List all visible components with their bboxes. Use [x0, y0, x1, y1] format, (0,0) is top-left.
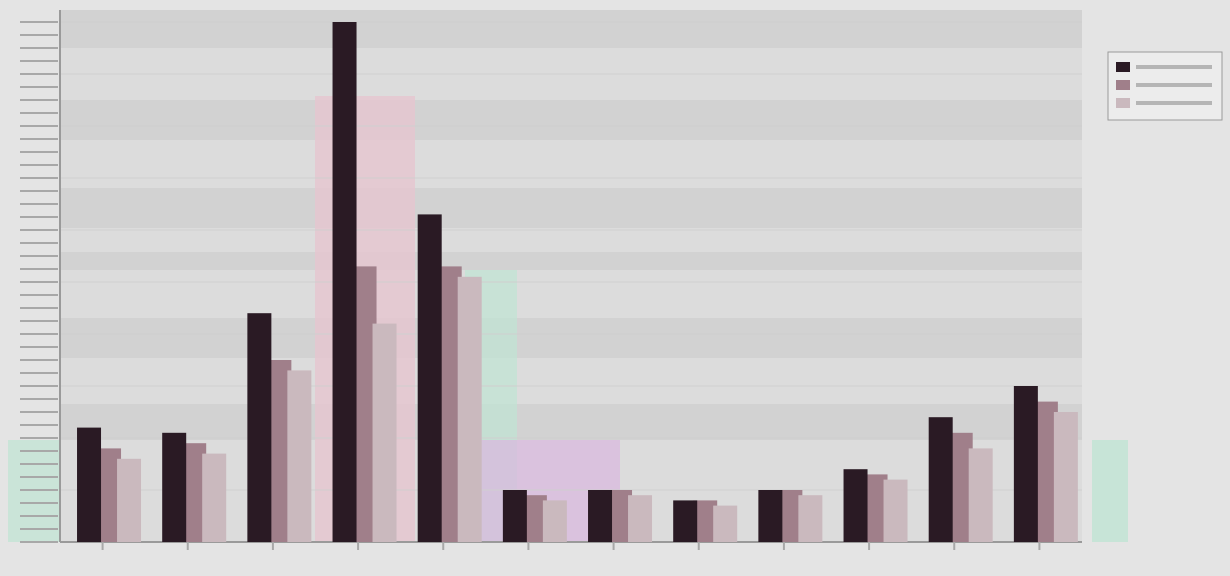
background-band: [60, 10, 1082, 48]
legend: [1107, 51, 1223, 121]
bar: [968, 448, 993, 542]
background-band: [60, 404, 1082, 440]
bar: [417, 214, 442, 542]
legend-swatch: [1116, 80, 1130, 90]
bar: [673, 500, 698, 542]
background-band: [60, 252, 1082, 270]
bar-group: [77, 22, 1078, 542]
bar: [843, 469, 868, 542]
bar: [588, 490, 613, 542]
bar: [457, 276, 482, 542]
bar: [713, 505, 738, 542]
gridlines: [60, 21, 1082, 543]
accent-block: [1092, 440, 1128, 542]
bar: [502, 490, 527, 542]
bar: [117, 458, 142, 542]
bar: [758, 490, 783, 542]
y-axis-ticks: [20, 21, 58, 543]
bar: [247, 313, 272, 542]
bar: [1013, 386, 1038, 542]
bar: [628, 495, 653, 542]
background-band: [60, 318, 1082, 358]
background-band: [60, 100, 1082, 140]
legend-swatch: [1116, 62, 1130, 72]
bar: [162, 432, 187, 542]
bar: [928, 417, 953, 542]
bar: [202, 453, 227, 542]
bar: [77, 427, 102, 542]
bar: [798, 495, 823, 542]
bar: [883, 479, 908, 542]
background-band: [60, 188, 1082, 228]
legend-swatch: [1116, 98, 1130, 108]
bar: [1053, 412, 1078, 542]
x-axis-ticks: [101, 542, 1041, 550]
bar: [542, 500, 567, 542]
bar: [287, 370, 312, 542]
bar: [332, 22, 357, 542]
bar: [372, 323, 397, 542]
